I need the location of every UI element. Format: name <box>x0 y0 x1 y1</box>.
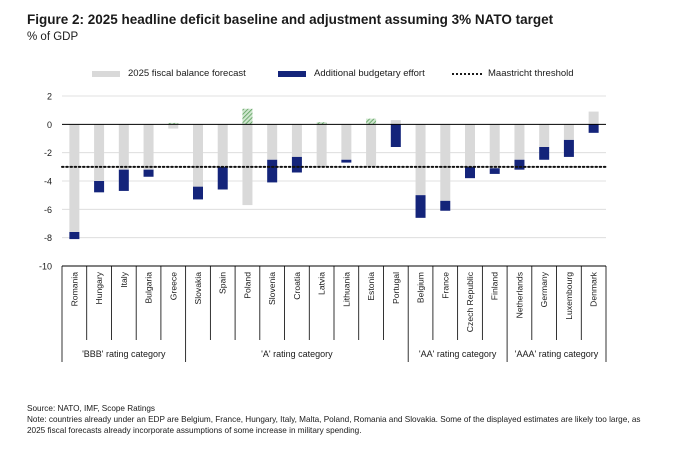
baseline-bar <box>415 124 426 196</box>
baseline-bar <box>366 124 377 167</box>
effort-bar <box>539 147 550 160</box>
effort-bar <box>193 186 203 200</box>
category-label: Estonia <box>366 272 376 301</box>
y-tick-label: -8 <box>44 233 52 243</box>
y-tick-label: -4 <box>44 177 52 187</box>
effort-bar <box>415 195 426 218</box>
baseline-bar <box>94 124 105 181</box>
category-label: Bulgaria <box>144 272 154 304</box>
effort-bar <box>440 200 451 211</box>
category-label: Czech Republic <box>465 271 475 332</box>
baseline-bar <box>440 124 451 201</box>
chart-title: Figure 2: 2025 headline deficit baseline… <box>27 12 554 27</box>
baseline-bar <box>267 124 278 160</box>
effort-bar <box>489 168 500 174</box>
baseline-bar <box>316 124 327 167</box>
y-tick-label: -2 <box>44 148 52 158</box>
group-label: 'A' rating category <box>261 349 333 359</box>
legend-swatch-threshold <box>452 72 482 75</box>
category-label: Netherlands <box>514 272 524 318</box>
category-label: Hungary <box>94 271 104 304</box>
group-label: 'BBB' rating category <box>82 349 166 359</box>
group-label: 'AAA' rating category <box>515 349 599 359</box>
effort-bar <box>94 181 105 193</box>
axes <box>61 123 607 362</box>
bars <box>69 108 599 240</box>
positive-increase-bar <box>168 122 179 125</box>
baseline-bar <box>539 124 550 147</box>
baseline-bar <box>341 124 352 160</box>
category-label: Belgium <box>416 272 426 303</box>
legend-swatch-effort <box>278 70 306 77</box>
legend-item-threshold: Maastricht threshold <box>452 68 574 79</box>
category-label: France <box>440 272 450 299</box>
legend-label-threshold: Maastricht threshold <box>488 68 574 79</box>
positive-increase-bar <box>242 108 253 125</box>
category-label: Croatia <box>292 272 302 300</box>
y-tick-label: -6 <box>44 205 52 215</box>
category-label: Romania <box>69 272 79 307</box>
y-tick-label: -10 <box>39 262 52 272</box>
category-label: Latvia <box>317 272 327 295</box>
category-label: Spain <box>218 272 228 294</box>
chart-legend: 2025 fiscal balance forecast Additional … <box>0 68 700 84</box>
category-label: Greece <box>168 272 178 300</box>
category-label: Italy <box>119 271 129 287</box>
baseline-bar <box>69 124 80 232</box>
baseline-bar <box>489 124 500 169</box>
effort-bar <box>69 232 80 240</box>
effort-bar <box>514 159 525 170</box>
category-label: Germany <box>539 271 549 307</box>
baseline-bar <box>242 124 253 206</box>
category-label: Luxembourg <box>564 272 574 320</box>
y-tick-label: 2 <box>47 92 52 102</box>
baseline-bar <box>143 124 154 170</box>
legend-item-effort: Additional budgetary effort <box>278 68 425 79</box>
baseline-bar <box>291 124 302 157</box>
y-tick-label: 0 <box>47 120 52 130</box>
source-note: Source: NATO, IMF, Scope Ratings <box>27 404 156 413</box>
footnote: Note: countries already under an EDP are… <box>27 415 641 435</box>
effort-bar <box>341 159 352 163</box>
category-label: Slovenia <box>267 272 277 305</box>
category-label: Slovakia <box>193 272 203 305</box>
effort-bar <box>118 169 129 191</box>
effort-bar <box>588 124 599 133</box>
legend-item-baseline: 2025 fiscal balance forecast <box>92 68 246 79</box>
chart-subtitle: % of GDP <box>27 31 79 43</box>
baseline-bar <box>465 124 475 167</box>
baseline-bar <box>514 124 525 160</box>
effort-bar <box>390 124 401 147</box>
legend-label-baseline: 2025 fiscal balance forecast <box>128 68 246 79</box>
baseline-bar <box>118 124 129 170</box>
baseline-bar <box>193 124 203 187</box>
category-label: Finland <box>490 272 500 300</box>
legend-label-effort: Additional budgetary effort <box>314 68 425 79</box>
baseline-bar <box>563 124 574 140</box>
positive-increase-bar <box>316 122 327 125</box>
effort-bar <box>291 156 302 173</box>
effort-bar <box>143 169 154 177</box>
positive-increase-bar <box>366 118 377 125</box>
effort-bar <box>217 166 228 190</box>
category-label: Lithuania <box>341 272 351 307</box>
baseline-bar <box>390 120 401 125</box>
category-label: Poland <box>242 272 252 299</box>
baseline-bar <box>217 124 228 167</box>
baseline-bar <box>588 111 599 125</box>
effort-bar <box>465 166 475 179</box>
effort-bar <box>267 159 278 183</box>
effort-bar <box>563 139 574 157</box>
category-label: Portugal <box>391 272 401 304</box>
category-label: Denmark <box>589 271 599 307</box>
baseline-bar <box>168 124 179 129</box>
legend-swatch-baseline <box>92 70 120 77</box>
axis-labels: 2 0 -2 -4 -6 -8 -10 Romania Hungary Italy Bulgaria… <box>39 92 599 360</box>
group-label: 'AA' rating category <box>419 349 497 359</box>
